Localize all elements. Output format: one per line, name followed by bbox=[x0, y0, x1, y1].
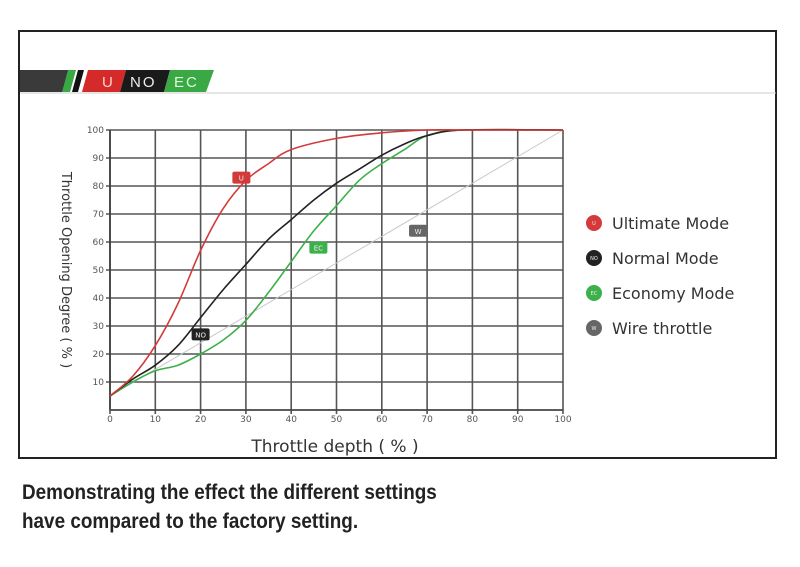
mode-logo-bar: U NO EC bbox=[20, 70, 776, 94]
caption: Demonstrating the effect the different s… bbox=[22, 478, 437, 536]
legend-marker-icon bbox=[586, 215, 602, 231]
logo-stripe bbox=[72, 70, 84, 92]
chart-frame bbox=[18, 30, 777, 459]
y-tick-label: 60 bbox=[93, 238, 105, 248]
caption-line-1: Demonstrating the effect the different s… bbox=[22, 481, 437, 504]
legend-marker-label: U bbox=[592, 221, 596, 227]
y-tick-label: 90 bbox=[93, 154, 105, 164]
logo-segment-ec bbox=[164, 70, 214, 92]
x-tick-label: 60 bbox=[376, 415, 388, 425]
x-tick-label: 80 bbox=[467, 415, 479, 425]
series-line-wire-throttle bbox=[109, 129, 564, 397]
x-tick-label: 30 bbox=[240, 415, 252, 425]
y-tick-label: 40 bbox=[93, 294, 105, 304]
legend-marker-icon bbox=[586, 285, 602, 301]
x-tick-label: 50 bbox=[331, 415, 343, 425]
series-badge bbox=[309, 241, 328, 254]
series-badge-label: W bbox=[415, 228, 422, 236]
caption-line-2: have compared to the factory setting. bbox=[22, 510, 359, 533]
x-tick-label: 20 bbox=[195, 415, 207, 425]
x-tick-label: 0 bbox=[107, 415, 113, 425]
legend-marker-label: EC bbox=[591, 291, 598, 297]
legend-marker-label: W bbox=[592, 326, 597, 332]
series-line-normal-mode bbox=[109, 128, 564, 397]
legend-marker-label: NO bbox=[590, 256, 598, 262]
logo-segment-no bbox=[120, 70, 170, 92]
y-tick-label: 20 bbox=[93, 350, 105, 360]
logo-text-no: NO bbox=[130, 74, 157, 91]
y-tick-label: 70 bbox=[93, 210, 105, 220]
series-line-economy-mode bbox=[109, 128, 564, 397]
logo-text-ec: EC bbox=[174, 74, 199, 91]
logo-dark-bar bbox=[20, 70, 68, 92]
series-badge bbox=[191, 328, 210, 341]
x-tick-label: 40 bbox=[285, 415, 297, 425]
series-badge-label: U bbox=[239, 175, 244, 183]
x-tick-label: 100 bbox=[554, 415, 571, 425]
series-badge-label: NO bbox=[195, 331, 206, 339]
series-badge-label: EC bbox=[314, 245, 323, 253]
series-badge bbox=[232, 171, 251, 184]
logo-stripe bbox=[62, 70, 76, 92]
legend-marker-icon bbox=[586, 250, 602, 266]
logo-text-u: U bbox=[102, 74, 113, 91]
x-tick-label: 90 bbox=[512, 415, 524, 425]
legend-entry: Normal Mode bbox=[612, 249, 719, 268]
legend-entry: Ultimate Mode bbox=[612, 214, 729, 233]
y-tick-label: 10 bbox=[93, 378, 105, 388]
y-tick-label: 30 bbox=[93, 322, 105, 332]
x-axis-title: Throttle depth ( % ) bbox=[250, 437, 418, 457]
series-line-ultimate-mode bbox=[109, 128, 563, 397]
y-tick-label: 100 bbox=[87, 126, 104, 136]
legend-entry: Economy Mode bbox=[612, 284, 734, 303]
legend-marker-icon bbox=[586, 320, 602, 336]
legend-entry: Wire throttle bbox=[612, 319, 712, 338]
y-axis-title: Throttle Opening Degree ( % ) bbox=[58, 171, 73, 368]
series-badge bbox=[409, 224, 428, 237]
y-tick-label: 80 bbox=[93, 182, 105, 192]
y-tick-label: 50 bbox=[93, 266, 105, 276]
throttle-chart: U NO EC 0 10 20 30 40 50 60 70 80 90 100 10 20 30 40 50… bbox=[20, 70, 776, 457]
x-tick-label: 10 bbox=[150, 415, 162, 425]
logo-segment-u bbox=[82, 70, 126, 92]
x-tick-label: 70 bbox=[421, 415, 433, 425]
